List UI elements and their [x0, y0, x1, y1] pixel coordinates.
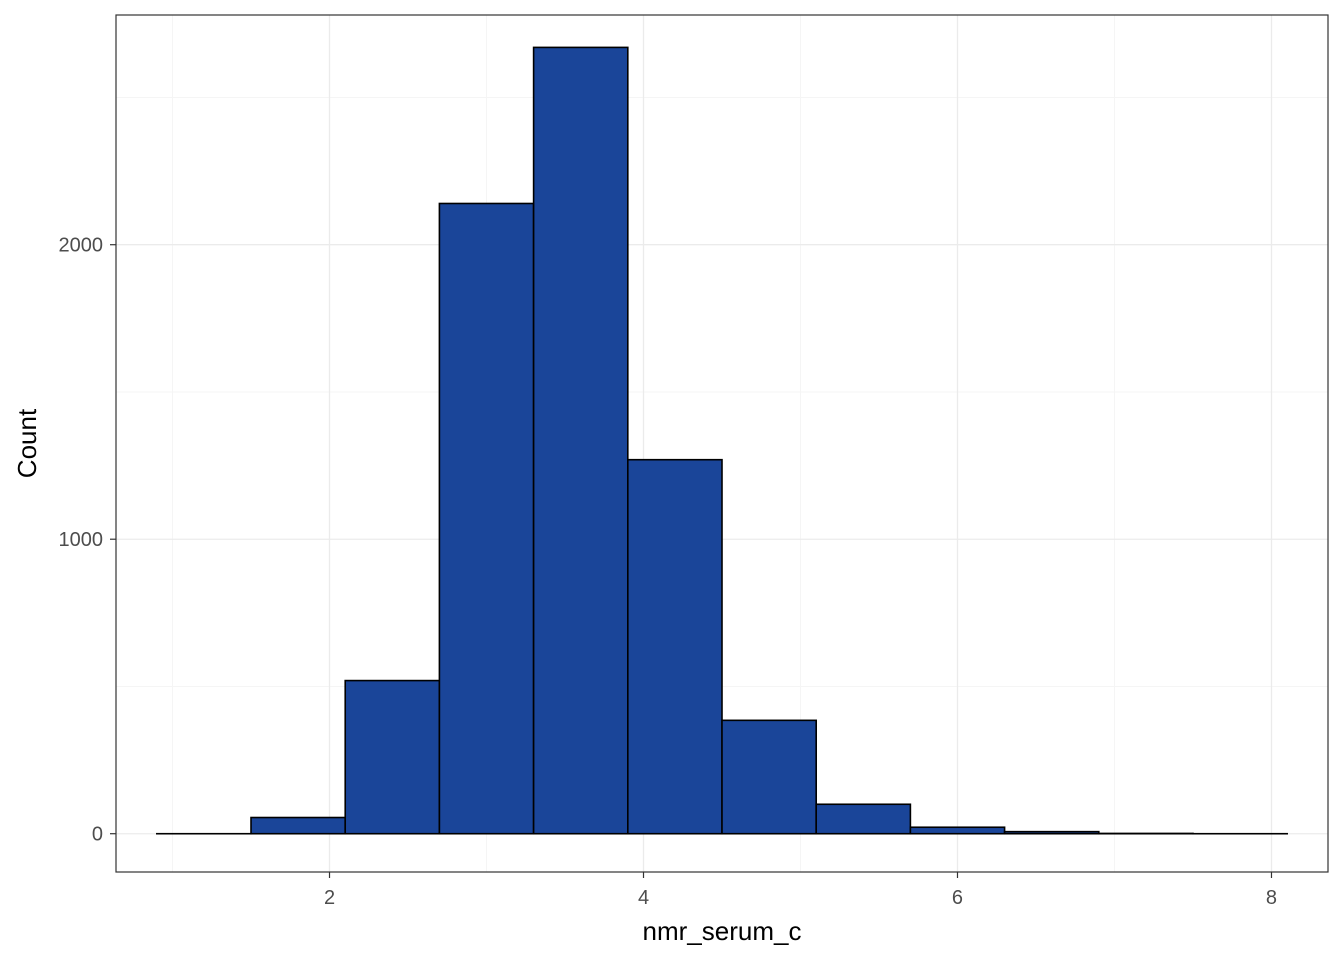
histogram-bars — [156, 46, 1288, 835]
y-tick-label: 0 — [92, 824, 103, 846]
x-axis: 2 4 6 8 — [324, 872, 1277, 909]
histogram-bar — [627, 458, 723, 835]
x-tick-label: 8 — [1266, 887, 1277, 909]
histogram-bar — [721, 719, 817, 835]
y-axis: 0 1000 2000 — [59, 235, 116, 846]
histogram-bar — [344, 679, 441, 835]
histogram-bar — [438, 202, 535, 835]
x-tick-label: 2 — [324, 887, 335, 909]
histogram-bar — [1003, 830, 1100, 835]
histogram-bar — [250, 816, 347, 835]
x-axis-title: nmr_serum_c — [643, 916, 802, 946]
x-tick-label: 6 — [952, 887, 963, 909]
histogram-bar — [532, 46, 629, 835]
y-tick-label: 1000 — [59, 529, 104, 551]
y-axis-title: Count — [12, 408, 42, 478]
panel-border — [115, 14, 1329, 873]
histogram-bar — [815, 803, 912, 835]
y-tick-label: 2000 — [59, 235, 104, 257]
x-tick-label: 4 — [638, 887, 649, 909]
histogram-bar — [909, 826, 1006, 835]
